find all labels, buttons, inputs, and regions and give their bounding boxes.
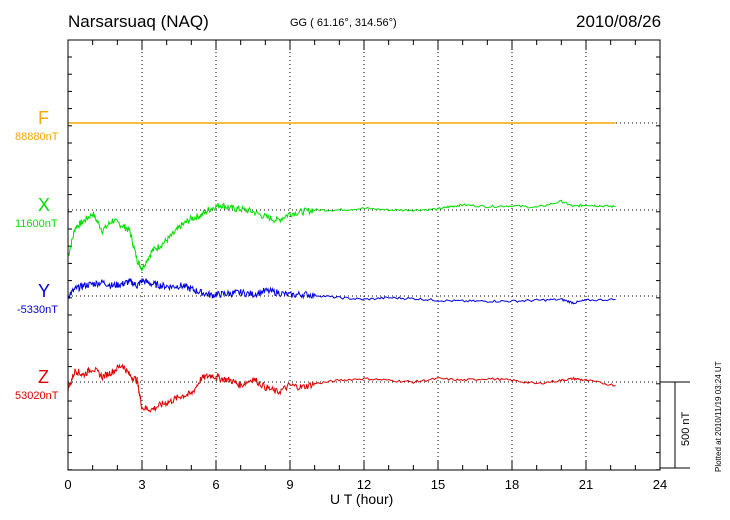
- component-label-y: Y: [38, 281, 51, 301]
- component-label-f: F: [38, 108, 49, 128]
- series-line-y: [67, 278, 616, 305]
- series-line-x: [67, 199, 616, 272]
- component-baseline-f: 88880nT: [15, 131, 59, 143]
- station-name: Narsarsuaq (NAQ): [68, 12, 209, 31]
- x-axis-label: U T (hour): [330, 491, 394, 507]
- axis-ticks: 0 3 6 9 12 15 18 21 24: [64, 40, 667, 492]
- x-tick-label-3: 3: [138, 477, 145, 492]
- component-label-x: X: [38, 195, 51, 215]
- x-tick-label-6: 6: [212, 477, 219, 492]
- x-tick-label-24: 24: [653, 477, 667, 492]
- component-baseline-x: 11600nT: [15, 218, 58, 230]
- x-tick-label-12: 12: [357, 477, 371, 492]
- x-tick-label-18: 18: [505, 477, 519, 492]
- plot-date: 2010/08/26: [576, 12, 662, 31]
- plot-frame: [67, 39, 661, 471]
- scale-bar: [660, 381, 690, 469]
- x-tick-label-9: 9: [286, 477, 293, 492]
- x-tick-label-15: 15: [431, 477, 445, 492]
- plotted-timestamp: Plotted at 2010/11/19 03:24 UT: [714, 361, 723, 472]
- series-line-z: [67, 363, 616, 413]
- x-tick-label-0: 0: [64, 477, 71, 492]
- component-label-z: Z: [38, 367, 49, 387]
- data-series: [67, 122, 616, 413]
- component-baseline-y: -5330nT: [17, 304, 58, 316]
- x-tick-label-21: 21: [579, 477, 593, 492]
- geographic-coordinates: GG ( 61.16°, 314.56°): [290, 17, 397, 29]
- scale-bar-label: 500 nT: [680, 411, 692, 446]
- grid-lines: [141, 40, 587, 470]
- component-baseline-z: 53020nT: [15, 390, 59, 402]
